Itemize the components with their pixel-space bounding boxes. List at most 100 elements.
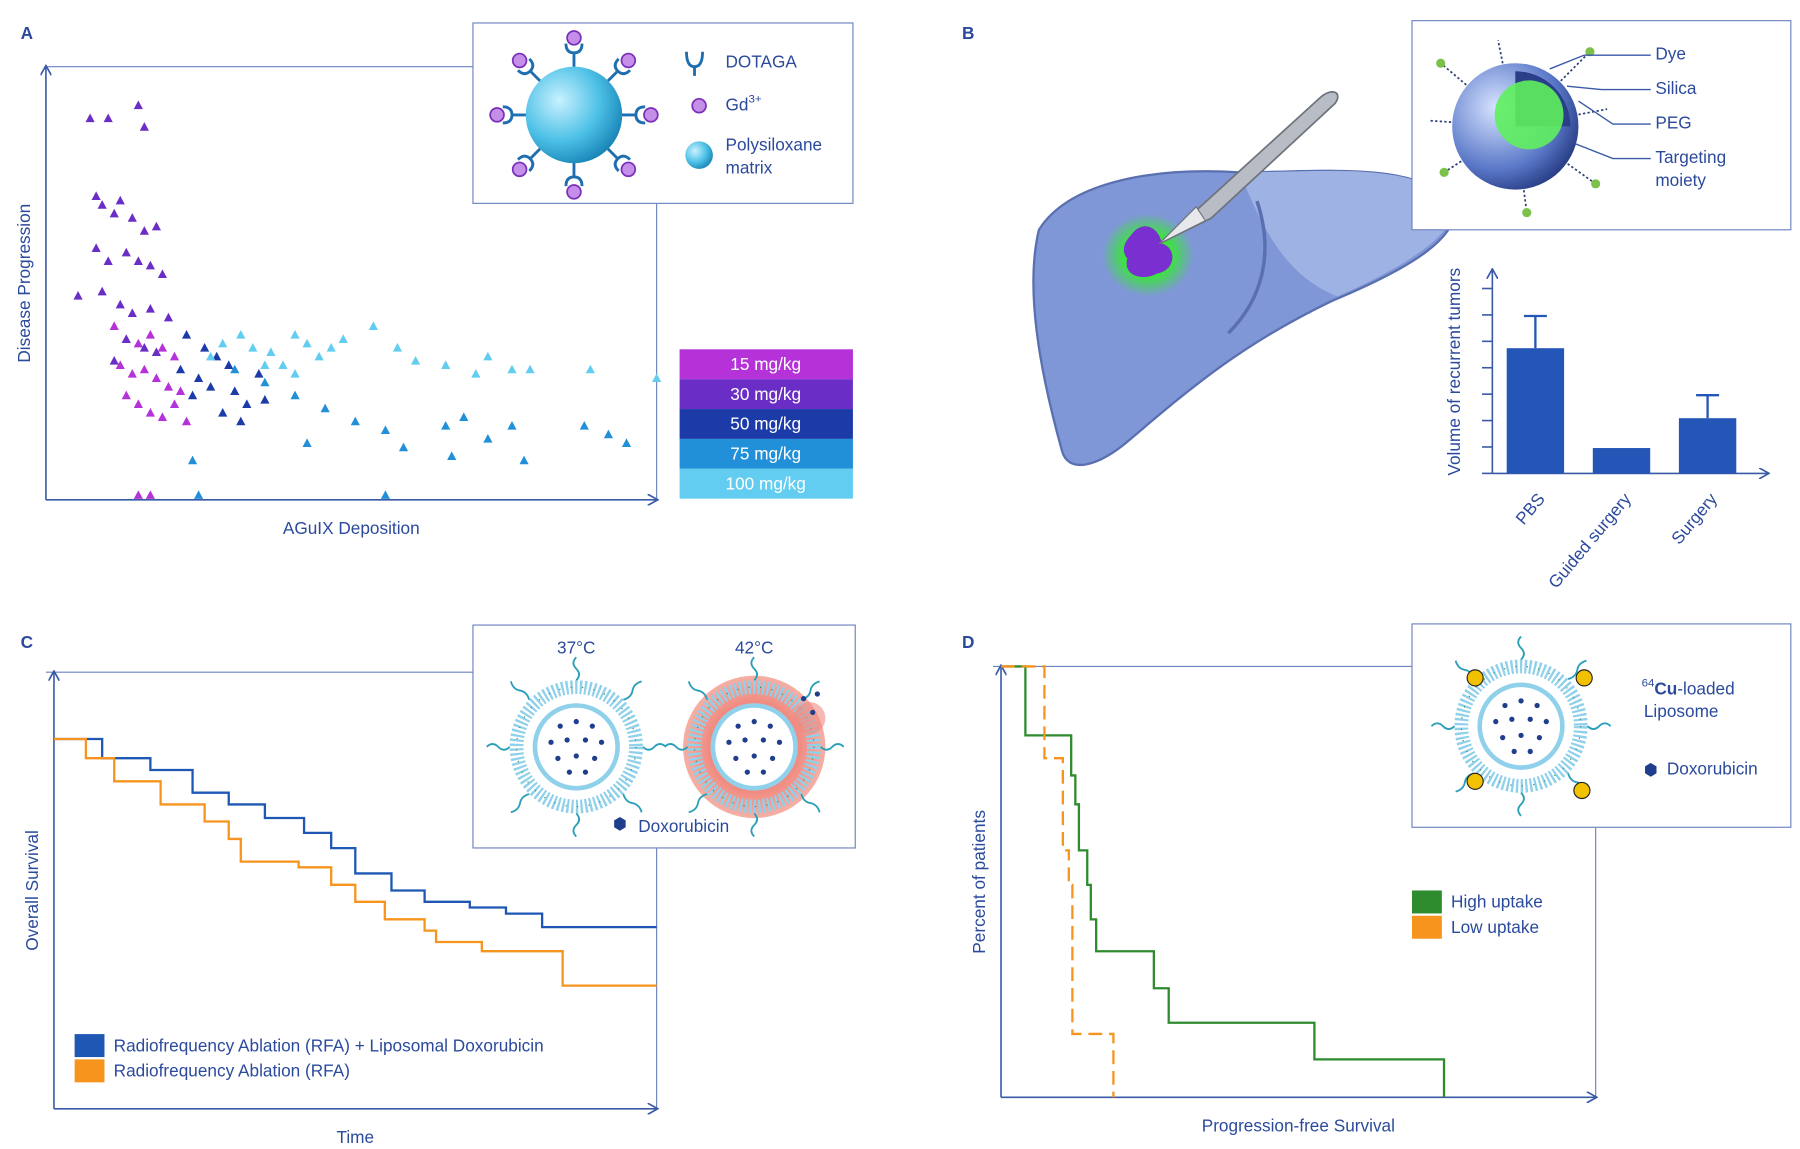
legend-label: Radiofrequency Ablation (RFA) + Liposoma… — [114, 1035, 544, 1055]
scatter-point — [447, 451, 457, 460]
inset-d-part-part — [1466, 772, 1484, 790]
scatter-point — [278, 360, 288, 369]
panel-d-frame-part — [992, 665, 1597, 1098]
inset-c-part — [800, 691, 820, 716]
liver-illustration-part — [1227, 200, 1267, 335]
error-bar — [1523, 314, 1547, 349]
inset-d-part-part — [1573, 781, 1591, 800]
survival-line — [1001, 665, 1446, 1098]
scatter-point — [157, 343, 168, 352]
inset-label: PEG — [1655, 113, 1691, 133]
scatter-point — [652, 373, 662, 382]
inset-label: matrix — [726, 157, 773, 177]
inset-label: DOTAGA — [726, 52, 798, 72]
error-bar — [1696, 394, 1720, 419]
panel-label: D — [962, 632, 974, 652]
scatter-point — [109, 356, 119, 365]
inset-c-part-part — [800, 695, 807, 702]
scatter-point — [441, 360, 451, 369]
inset-a-part — [488, 29, 660, 201]
inset-label: Doxorubicin — [1667, 758, 1758, 778]
scatter-point — [181, 330, 192, 339]
liver-illustration-part — [1123, 226, 1173, 278]
inset-label: 37°C — [557, 638, 595, 658]
scatter-point — [338, 334, 348, 343]
scatter-point — [326, 343, 336, 352]
bar — [1592, 448, 1651, 474]
panel-d-frame — [992, 665, 1597, 1098]
inset-label-part: 64 — [1642, 677, 1655, 689]
x-axis-label: Time — [336, 1127, 374, 1147]
x-axis-label: Progression-free Survival — [1202, 1116, 1395, 1136]
scatter-point — [236, 330, 246, 339]
scatter-point — [121, 390, 131, 400]
survival-line — [1001, 665, 1115, 1098]
legend-swatch — [74, 1034, 105, 1058]
scatter-point — [236, 416, 246, 426]
inset-b-part — [1549, 54, 1651, 160]
scatter-point — [579, 421, 589, 430]
inset-d-part — [1466, 669, 1593, 800]
scatter-point — [350, 416, 360, 426]
legend-swatch — [74, 1059, 105, 1083]
scatter-point — [254, 369, 264, 378]
inset-b-part-part — [1439, 167, 1449, 177]
scatter-point — [230, 364, 240, 374]
scatter-point — [392, 343, 403, 352]
inset-a — [472, 22, 854, 204]
scatter-point — [224, 360, 234, 369]
scatter-point — [97, 286, 107, 296]
scatter-point — [441, 421, 451, 430]
panel-c-frame — [45, 671, 658, 1109]
scatter-point — [103, 113, 113, 123]
inset-b-part — [1436, 47, 1601, 218]
inset-label: Gd3+ — [726, 94, 762, 115]
inset-a-part — [691, 97, 707, 114]
legend-label: 15 mg/kg — [730, 354, 801, 374]
scatter-point — [145, 260, 155, 270]
scatter-point — [145, 490, 155, 499]
scatter-point — [314, 351, 324, 361]
scatter-point — [585, 364, 595, 374]
scatter-point — [133, 399, 143, 408]
scatter-point — [121, 334, 131, 343]
scatter-point — [290, 369, 300, 378]
scatter-point — [145, 304, 155, 313]
inset-label: 42°C — [735, 638, 773, 658]
scatter-point — [115, 195, 125, 205]
legend-label: Low uptake — [1451, 917, 1539, 937]
panel-label: A — [21, 23, 33, 43]
bar — [1506, 348, 1565, 474]
legend-swatch — [1411, 890, 1442, 914]
scatter-point — [206, 351, 216, 361]
scatter-point — [127, 369, 137, 378]
scatter-point — [320, 403, 330, 413]
scatter-point — [187, 390, 198, 400]
scatter-point — [242, 399, 252, 408]
inset-c — [472, 624, 856, 849]
inset-label: Silica — [1655, 78, 1697, 98]
scatter-point — [206, 382, 216, 391]
scatter-point — [187, 455, 198, 465]
inset-label-part: Cu — [1654, 678, 1677, 698]
scatter-point — [133, 490, 143, 499]
legend-label: 50 mg/kg — [730, 414, 801, 434]
y-axis-label: Disease Progression — [14, 204, 34, 363]
inset-d-part-part — [1466, 669, 1484, 687]
inset-b — [1411, 20, 1792, 231]
x-tick-label: Surgery — [1667, 489, 1721, 548]
legend-swatch — [679, 468, 853, 499]
scatter-point — [73, 291, 83, 300]
scatter-point — [200, 343, 210, 352]
scatter-point — [115, 299, 125, 309]
inset-d — [1411, 623, 1792, 828]
scatter-point — [157, 412, 168, 421]
scatter-point — [127, 308, 137, 317]
scatter-point — [507, 364, 517, 374]
panel-c-frame-part — [45, 671, 658, 1109]
scatter-point — [169, 351, 180, 361]
scatter-point — [194, 490, 204, 499]
scatter-point — [483, 351, 493, 361]
scatter-point — [109, 208, 119, 218]
legend-swatch — [679, 349, 853, 380]
